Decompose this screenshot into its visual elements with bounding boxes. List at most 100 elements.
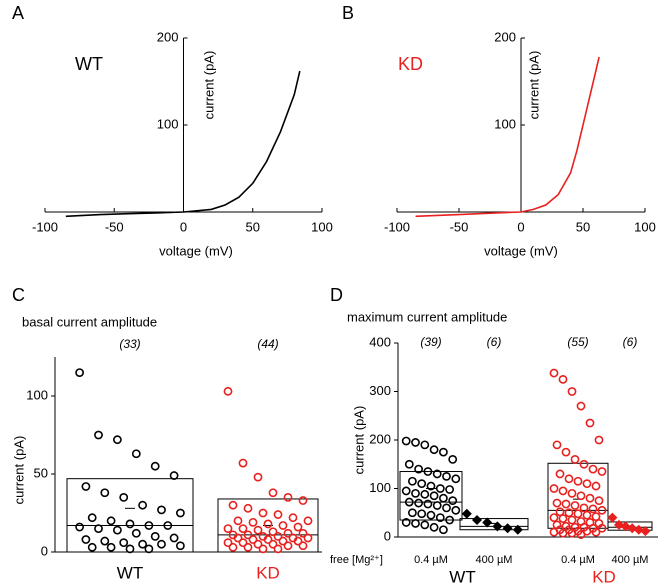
n-label: (39): [420, 335, 441, 349]
data-point: [597, 505, 607, 515]
data-point: [432, 469, 442, 479]
n-label: (44): [257, 337, 278, 351]
data-point: [150, 461, 160, 471]
y-axis-label: current (pA): [526, 51, 541, 120]
data-point: [138, 539, 147, 549]
data-point: [268, 539, 278, 549]
data-point: [552, 498, 562, 508]
x-tick-label: 0: [180, 219, 187, 234]
data-point: [263, 535, 273, 544]
data-point: [594, 496, 604, 506]
data-point: [582, 479, 592, 489]
data-point: [273, 510, 283, 519]
data-point: [426, 481, 436, 491]
data-point: [175, 541, 185, 551]
data-point: [138, 500, 147, 510]
x-tick-label: 50: [576, 219, 590, 234]
panel-letter: C: [12, 285, 25, 305]
panel-title: basal current amplitude: [22, 314, 157, 329]
data-point: [411, 438, 420, 447]
data-point: [442, 471, 451, 481]
data-point: [594, 435, 604, 445]
data-point: [492, 521, 503, 532]
y-tick-label: 0: [41, 543, 48, 558]
data-point: [576, 530, 586, 539]
data-point: [502, 523, 513, 534]
x-axis-label: voltage (mV): [159, 243, 233, 258]
data-point: [585, 418, 595, 428]
data-point: [448, 454, 458, 464]
data-point: [549, 368, 559, 378]
data-point: [432, 501, 442, 510]
data-point: [106, 542, 116, 552]
iv-curve: [415, 56, 600, 218]
data-point: [591, 481, 601, 491]
genotype-label: WT: [117, 563, 143, 582]
iv-curve: [65, 70, 301, 218]
data-point: [417, 509, 427, 519]
data-point: [567, 515, 577, 525]
y-axis-label: current (pA): [201, 51, 216, 120]
x-tick-label: -100: [32, 219, 58, 234]
data-point: [87, 542, 97, 552]
data-point: [169, 533, 179, 543]
data-point: [438, 447, 448, 457]
y-axis-label: current (pA): [11, 436, 26, 505]
data-point: [445, 485, 454, 494]
data-point: [157, 539, 166, 549]
data-point: [570, 454, 580, 464]
data-point: [472, 515, 482, 526]
data-point: [549, 527, 559, 537]
data-point: [435, 513, 445, 522]
data-point: [426, 510, 436, 520]
data-point: [579, 459, 589, 469]
group-label: 400 µM: [476, 554, 513, 566]
data-point: [567, 387, 577, 396]
data-point: [253, 525, 263, 535]
y-tick-label: 200: [369, 431, 391, 446]
data-point: [303, 533, 313, 543]
data-point: [248, 535, 258, 544]
data-point: [106, 516, 116, 526]
data-point: [420, 440, 430, 450]
panel-letter: D: [330, 285, 343, 305]
data-point: [288, 513, 298, 523]
data-point: [175, 508, 185, 518]
y-tick-label: 100: [157, 116, 179, 131]
data-point: [438, 525, 448, 535]
data-point: [614, 519, 624, 530]
data-point: [125, 544, 135, 554]
data-point: [125, 519, 135, 529]
data-point: [113, 525, 122, 535]
data-point: [81, 482, 91, 491]
data-point: [401, 518, 411, 527]
data-point: [401, 436, 411, 446]
data-point: [445, 515, 454, 525]
data-point: [131, 528, 141, 538]
data-point: [442, 503, 451, 513]
data-point: [119, 538, 129, 548]
data-point: [243, 542, 253, 552]
data-point: [567, 488, 577, 498]
data-point: [567, 528, 577, 538]
data-point: [119, 492, 129, 502]
data-point: [429, 491, 439, 501]
data-point: [169, 471, 179, 480]
data-point: [423, 467, 433, 476]
data-point: [640, 526, 651, 537]
data-point: [263, 519, 273, 529]
data-point: [607, 512, 618, 523]
panel-letter: B: [342, 3, 354, 23]
y-tick-label: 300: [369, 383, 391, 398]
x-axis-label: voltage (mV): [484, 243, 558, 258]
data-point: [582, 510, 592, 520]
data-point: [448, 496, 458, 506]
data-point: [233, 533, 243, 543]
data-point: [411, 488, 420, 498]
data-point: [482, 517, 493, 528]
data-point: [278, 521, 288, 530]
n-label: (33): [119, 337, 140, 351]
y-tick-label: 100: [494, 116, 516, 131]
n-label: (6): [487, 335, 502, 349]
data-point: [401, 486, 411, 496]
